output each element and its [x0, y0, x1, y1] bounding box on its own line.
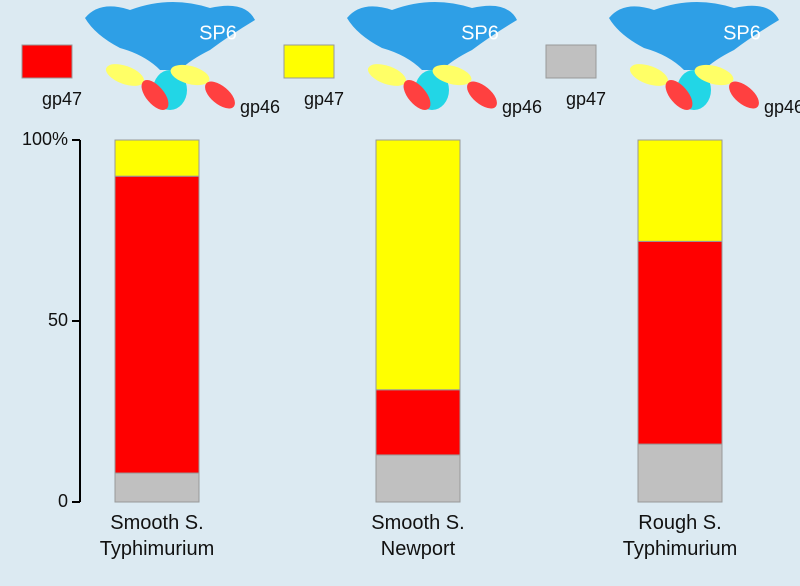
tail-fiber: [729, 81, 759, 109]
legend-swatch: [283, 44, 335, 79]
phage-capsid: [609, 1, 779, 70]
legend-swatch: [21, 44, 73, 79]
bar-segment: [637, 443, 723, 503]
protein-label: gp46: [764, 97, 800, 117]
tail-fiber: [403, 80, 431, 110]
phage-label: SP6: [723, 22, 761, 44]
tail-fiber: [694, 64, 734, 86]
bar-segment: [114, 472, 200, 503]
tail-fiber: [467, 81, 497, 109]
protein-label: gp47: [566, 89, 606, 109]
bar-segment: [114, 139, 200, 177]
bar-segment: [375, 454, 461, 503]
tail-fiber: [105, 64, 145, 86]
phage-capsid: [85, 1, 255, 70]
protein-label: gp46: [502, 97, 542, 117]
bar-segment: [375, 139, 461, 391]
y-tick-label: 0: [58, 491, 68, 511]
protein-label: gp47: [304, 89, 344, 109]
y-tick-label: 100%: [22, 129, 68, 149]
phage-illustration: [609, 1, 779, 110]
bar-segment: [637, 240, 723, 445]
phage-label: SP6: [461, 22, 499, 44]
phage-illustration: [347, 1, 517, 110]
tail-fiber: [629, 64, 669, 86]
tail-fiber: [367, 64, 407, 86]
phage-label: SP6: [199, 22, 237, 44]
x-tick-label: Smooth S. Typhimurium: [99, 512, 215, 560]
bar-segment: [375, 389, 461, 456]
phage-illustration: [85, 1, 255, 110]
tail-fiber: [432, 64, 472, 86]
tail-fiber: [170, 64, 210, 86]
x-tick-label: Smooth S. Newport: [371, 512, 465, 560]
tail-fiber: [141, 80, 169, 110]
x-tick-label: Rough S. Typhimurium: [622, 512, 738, 560]
tail-fiber: [665, 80, 693, 110]
phage-capsid: [347, 1, 517, 70]
bar-segment: [637, 139, 723, 242]
bar-segment: [114, 175, 200, 474]
legend-swatch: [545, 44, 597, 79]
protein-label: gp47: [42, 89, 82, 109]
y-tick-label: 50: [48, 310, 68, 330]
tail-fiber: [205, 81, 235, 109]
protein-label: gp46: [240, 97, 280, 117]
